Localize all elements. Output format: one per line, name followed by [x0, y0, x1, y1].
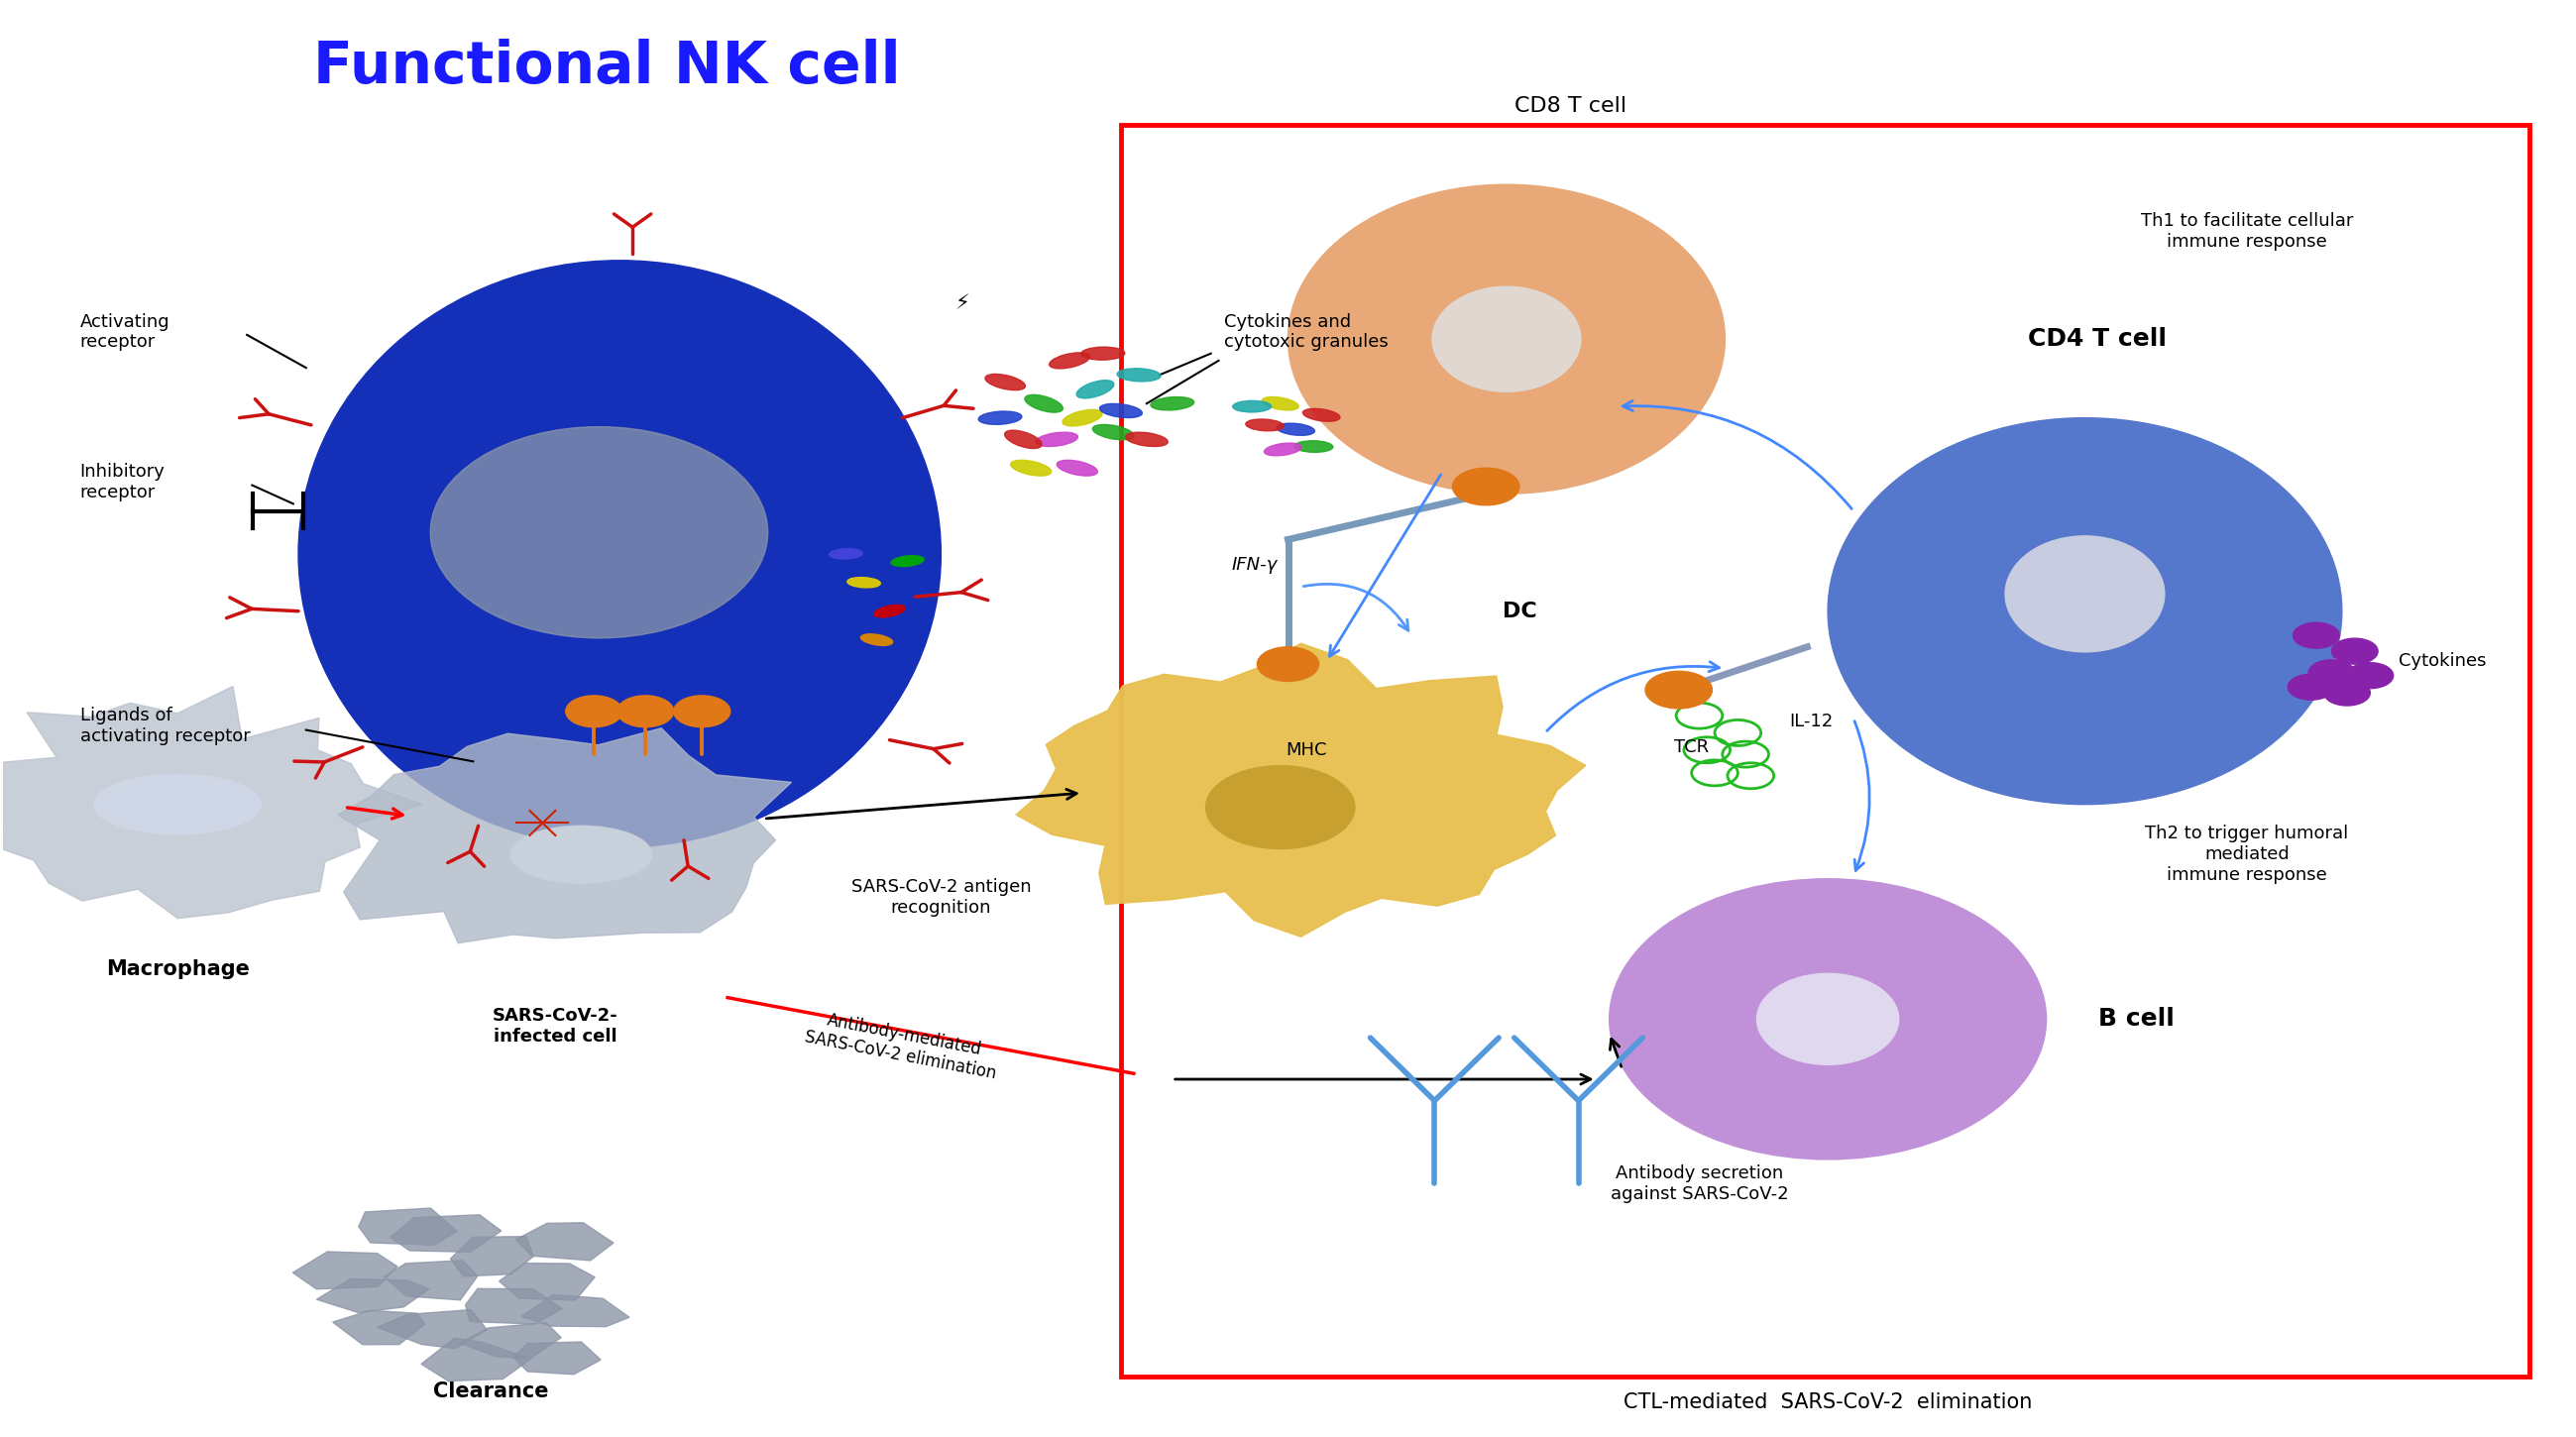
- Text: Activating
receptor: Activating receptor: [80, 313, 170, 351]
- Text: SARS-CoV-2 antigen
recognition: SARS-CoV-2 antigen recognition: [850, 878, 1030, 917]
- Ellipse shape: [1100, 404, 1141, 418]
- Polygon shape: [0, 687, 422, 918]
- Polygon shape: [317, 1279, 430, 1312]
- Polygon shape: [459, 1322, 562, 1359]
- Ellipse shape: [1757, 973, 1899, 1065]
- Text: Macrophage: Macrophage: [106, 958, 250, 979]
- Ellipse shape: [829, 549, 863, 559]
- Ellipse shape: [1265, 443, 1301, 456]
- Ellipse shape: [1126, 433, 1167, 447]
- Ellipse shape: [873, 605, 904, 618]
- Ellipse shape: [1077, 381, 1113, 398]
- Ellipse shape: [860, 634, 894, 645]
- Ellipse shape: [1303, 408, 1340, 421]
- Ellipse shape: [1036, 433, 1077, 447]
- Polygon shape: [358, 1209, 456, 1244]
- Text: SARS-CoV-2-
infected cell: SARS-CoV-2- infected cell: [492, 1007, 618, 1046]
- Text: CTL-mediated  SARS-CoV-2  elimination: CTL-mediated SARS-CoV-2 elimination: [1623, 1392, 2032, 1413]
- Polygon shape: [513, 1342, 600, 1374]
- Polygon shape: [500, 1263, 595, 1300]
- Polygon shape: [337, 729, 791, 943]
- Ellipse shape: [1288, 184, 1726, 494]
- Text: CD4 T cell: CD4 T cell: [2027, 328, 2166, 351]
- Circle shape: [1453, 468, 1520, 506]
- Bar: [1121, 125, 2530, 1377]
- Ellipse shape: [1151, 397, 1195, 410]
- Ellipse shape: [1247, 420, 1283, 431]
- Circle shape: [567, 696, 623, 727]
- Circle shape: [2308, 660, 2354, 685]
- Ellipse shape: [299, 260, 940, 848]
- Ellipse shape: [1829, 418, 2342, 805]
- Ellipse shape: [1056, 460, 1097, 476]
- Ellipse shape: [1092, 424, 1133, 440]
- Ellipse shape: [848, 578, 881, 588]
- Ellipse shape: [1262, 397, 1298, 410]
- Polygon shape: [376, 1309, 487, 1348]
- Circle shape: [1646, 671, 1713, 708]
- Circle shape: [2347, 662, 2393, 688]
- Circle shape: [2287, 674, 2334, 700]
- Text: MHC: MHC: [1285, 741, 1327, 759]
- Ellipse shape: [510, 826, 652, 884]
- Polygon shape: [1015, 644, 1587, 937]
- Ellipse shape: [1610, 879, 2045, 1160]
- Ellipse shape: [1061, 410, 1103, 427]
- Polygon shape: [451, 1236, 533, 1276]
- Circle shape: [2331, 638, 2378, 664]
- Ellipse shape: [979, 411, 1023, 424]
- Circle shape: [1257, 647, 1319, 681]
- Text: Ligands of
activating receptor: Ligands of activating receptor: [80, 707, 250, 744]
- Ellipse shape: [1010, 460, 1051, 476]
- Polygon shape: [420, 1338, 531, 1381]
- Ellipse shape: [984, 374, 1025, 389]
- Ellipse shape: [1082, 346, 1126, 359]
- Text: TCR: TCR: [1674, 739, 1708, 756]
- Text: CD8 T cell: CD8 T cell: [1515, 96, 1628, 116]
- Text: Th1 to facilitate cellular
immune response: Th1 to facilitate cellular immune respon…: [2141, 213, 2352, 251]
- Ellipse shape: [1118, 368, 1162, 381]
- Text: Functional NK cell: Functional NK cell: [314, 39, 902, 95]
- Circle shape: [675, 696, 729, 727]
- Ellipse shape: [1278, 424, 1314, 435]
- Text: DC: DC: [1502, 601, 1535, 621]
- Circle shape: [618, 696, 675, 727]
- Text: B cell: B cell: [2099, 1007, 2174, 1030]
- Ellipse shape: [1005, 430, 1041, 448]
- Circle shape: [2324, 680, 2370, 706]
- Text: Clearance: Clearance: [433, 1381, 549, 1401]
- Ellipse shape: [430, 427, 768, 638]
- Polygon shape: [389, 1214, 502, 1252]
- Text: Inhibitory
receptor: Inhibitory receptor: [80, 463, 165, 502]
- Text: Antibody secretion
against SARS-CoV-2: Antibody secretion against SARS-CoV-2: [1610, 1164, 1788, 1203]
- Text: Cytokines and
cytotoxic granules: Cytokines and cytotoxic granules: [1224, 313, 1388, 351]
- Ellipse shape: [1234, 401, 1273, 412]
- Circle shape: [2293, 622, 2339, 648]
- Polygon shape: [515, 1223, 613, 1260]
- Polygon shape: [466, 1289, 562, 1323]
- Text: ⚡: ⚡: [953, 293, 969, 313]
- Polygon shape: [384, 1260, 477, 1300]
- Polygon shape: [294, 1252, 397, 1289]
- Ellipse shape: [1432, 286, 1582, 392]
- Ellipse shape: [1025, 395, 1064, 412]
- Text: IL-12: IL-12: [1790, 713, 1834, 730]
- Text: Th2 to trigger humoral
mediated
immune response: Th2 to trigger humoral mediated immune r…: [2146, 825, 2349, 884]
- Ellipse shape: [1048, 352, 1090, 368]
- Polygon shape: [520, 1295, 629, 1326]
- Ellipse shape: [1206, 766, 1355, 849]
- Polygon shape: [332, 1311, 425, 1345]
- Ellipse shape: [1296, 441, 1332, 453]
- Text: Cytokines: Cytokines: [2398, 652, 2486, 670]
- Text: Antibody-mediated
SARS-CoV-2 elimination: Antibody-mediated SARS-CoV-2 elimination: [804, 1007, 1002, 1082]
- Ellipse shape: [891, 556, 925, 566]
- Ellipse shape: [93, 775, 260, 835]
- Ellipse shape: [2004, 536, 2164, 652]
- Text: IFN-γ: IFN-γ: [1231, 556, 1278, 575]
